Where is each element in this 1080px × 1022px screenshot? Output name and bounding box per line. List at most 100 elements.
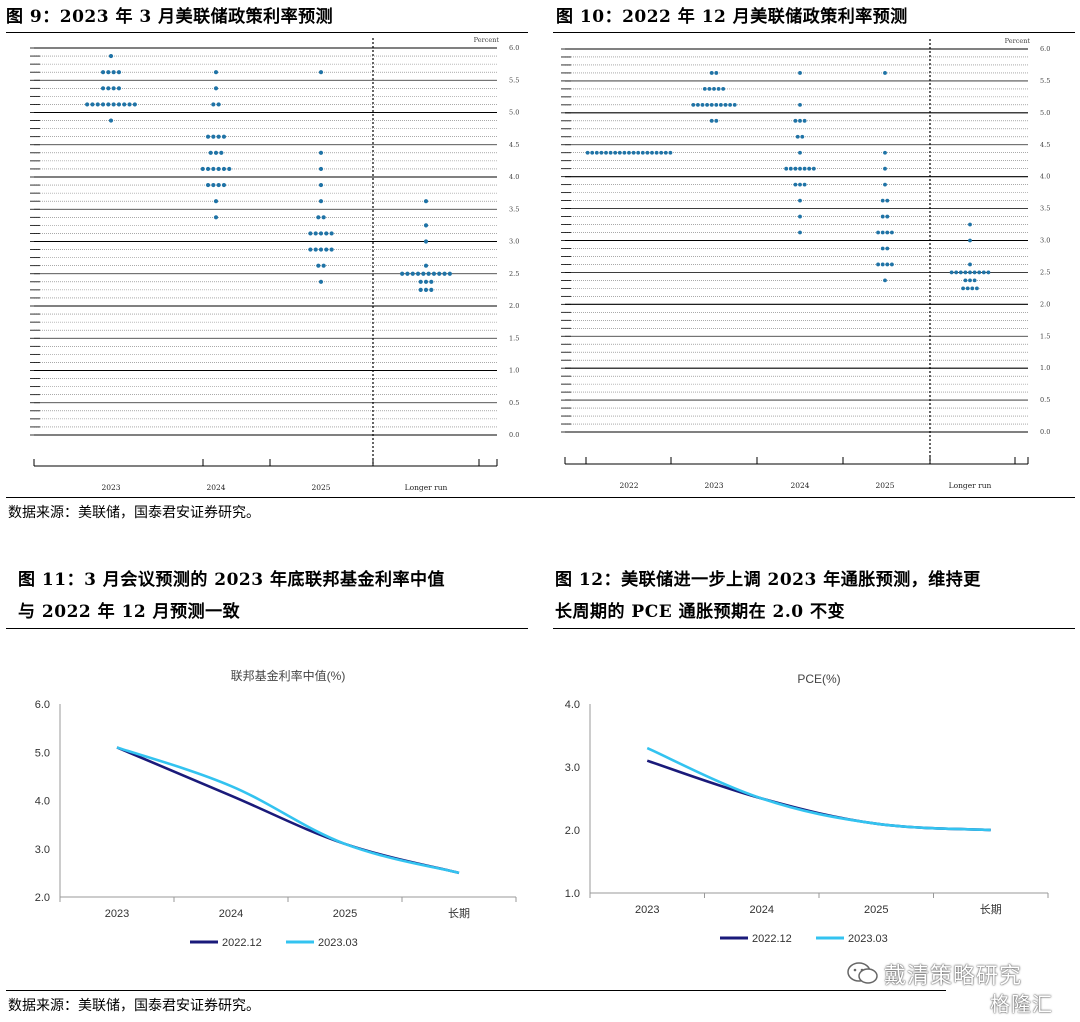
participant-dot: [313, 231, 318, 236]
participant-dot: [318, 231, 324, 236]
participant-dot: [890, 230, 894, 235]
participant-dot: [318, 70, 324, 75]
y-tick-label: 2.5: [509, 270, 519, 278]
participant-dot: [793, 166, 798, 171]
participant-dot: [324, 231, 329, 236]
participant-dot: [318, 166, 324, 172]
participant-dot: [954, 270, 959, 275]
participant-dot: [423, 279, 429, 284]
participant-dot: [318, 247, 324, 252]
participant-dot: [885, 230, 890, 235]
y-tick-label: 2.0: [509, 302, 519, 310]
participant-dot: [663, 150, 668, 155]
participant-dot: [883, 150, 887, 155]
participant-dot: [977, 270, 982, 275]
participant-dot: [885, 262, 890, 267]
participant-dot: [798, 230, 802, 235]
participant-dot: [890, 262, 894, 267]
legend-label: 2022.12: [752, 933, 792, 945]
participant-dot: [880, 230, 885, 235]
participant-dot: [205, 166, 211, 172]
participant-dot: [221, 166, 227, 172]
legend-label: 2022.12: [222, 937, 262, 949]
participant-dot: [885, 214, 890, 219]
participant-dot: [721, 86, 726, 91]
participant-dot: [968, 270, 972, 275]
legend-label: 2023.03: [848, 933, 888, 945]
y-tick-label: 0.0: [509, 431, 519, 439]
top-source-rule: [6, 497, 1075, 498]
participant-dot: [216, 166, 221, 172]
y-tick-label: 1.0: [565, 888, 580, 900]
bottom-source-note: 数据来源：美联储，国泰君安证券研究。: [8, 998, 260, 1014]
participant-dot: [732, 102, 737, 107]
y-tick-label: 4.0: [1040, 173, 1050, 181]
y-tick-label: 4.5: [1040, 141, 1050, 149]
participant-dot: [216, 182, 221, 188]
participant-dot: [716, 86, 721, 91]
x-category-label: 长期: [448, 907, 470, 920]
participant-dot: [211, 182, 216, 188]
participant-dot: [798, 118, 802, 123]
participant-dot: [116, 70, 122, 75]
fig11-title-line2: 与 2022 年 12 月预测一致: [18, 602, 241, 622]
participant-dot: [798, 166, 802, 171]
x-category-label: 2023: [635, 904, 659, 916]
participant-dot: [707, 86, 712, 91]
participant-dot: [728, 102, 732, 107]
participant-dot: [410, 271, 415, 276]
participant-dot: [714, 118, 719, 123]
participant-dot: [807, 166, 812, 171]
participant-dot: [308, 247, 313, 252]
participant-dot: [108, 53, 114, 59]
y-tick-label: 6.0: [509, 44, 519, 52]
participant-dot: [723, 102, 728, 107]
participant-dot: [968, 238, 972, 243]
top-source-note: 数据来源：美联储，国泰君安证券研究。: [8, 505, 260, 521]
participant-dot: [227, 166, 232, 172]
participant-dot: [423, 287, 429, 292]
participant-dot: [132, 102, 137, 107]
participant-dot: [880, 246, 885, 251]
participant-dot: [883, 71, 887, 75]
participant-dot: [702, 86, 707, 91]
participant-dot: [793, 182, 798, 187]
participant-dot: [802, 118, 807, 123]
participant-dot: [421, 271, 426, 276]
participant-dot: [970, 286, 975, 291]
participant-dot: [784, 166, 789, 171]
participant-dot: [423, 239, 429, 244]
participant-dot: [880, 198, 885, 203]
y-tick-label: 1.0: [509, 367, 519, 375]
y-tick-label: 5.0: [1040, 109, 1050, 117]
x-category-label: 2025: [864, 904, 888, 916]
participant-dot: [975, 286, 979, 291]
participant-dot: [429, 287, 434, 292]
participant-dot: [415, 271, 421, 276]
participant-dot: [627, 150, 631, 155]
fig9-title: 图 9：2023 年 3 月美联储政策利率预测: [6, 7, 334, 27]
x-category-label: 2024: [790, 481, 809, 490]
participant-dot: [429, 279, 434, 284]
fig9-title-rule: [6, 32, 528, 33]
participant-dot: [798, 71, 802, 75]
fig11-line-chart: 联邦基金利率中值(%) 2.0 3.0 4.0 5.0 6.0 2023 2024 2025 长期…: [35, 668, 517, 949]
participant-dot: [968, 278, 972, 283]
participant-dot: [885, 198, 890, 203]
participant-dot: [876, 230, 880, 235]
y-tick-label: 4.5: [509, 141, 519, 149]
participant-dot: [714, 102, 719, 107]
participant-dot: [308, 231, 313, 236]
participant-dot: [106, 102, 111, 107]
participant-dot: [659, 150, 664, 155]
participant-dot: [111, 86, 116, 91]
participant-dot: [116, 86, 122, 91]
x-category-label: 长期: [980, 903, 1002, 916]
participant-dot: [100, 102, 106, 107]
participant-dot: [329, 247, 334, 252]
fig12-title-line2: 长周期的 PCE 通胀预期在 2.0 不变: [555, 602, 846, 622]
participant-dot: [798, 198, 802, 203]
participant-dot: [604, 150, 608, 155]
fig10-title-rule: [553, 32, 1075, 33]
participant-dot: [883, 182, 887, 187]
